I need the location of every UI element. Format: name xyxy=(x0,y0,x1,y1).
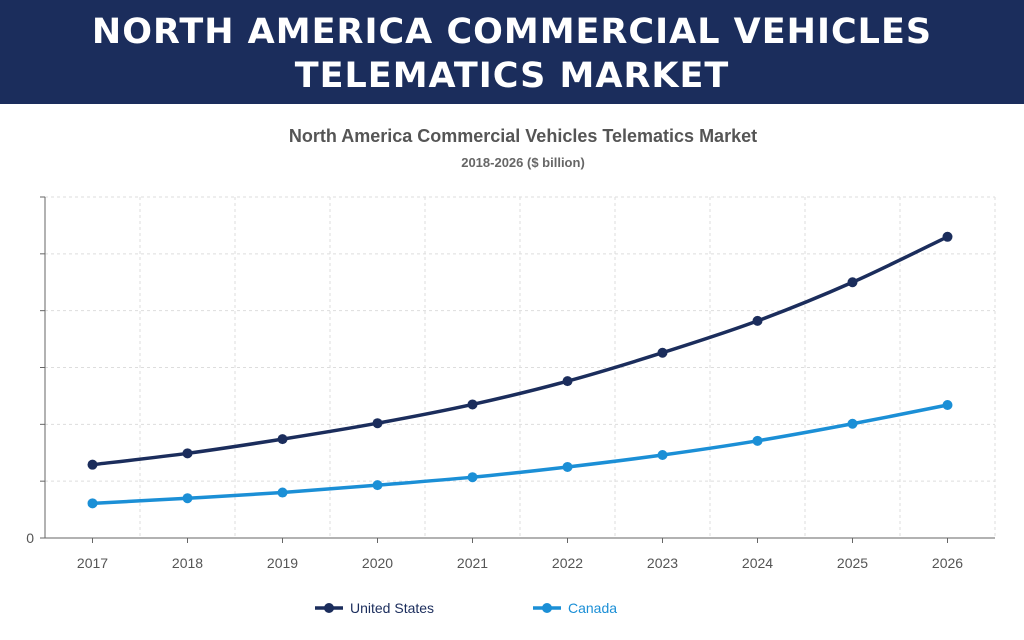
data-point-united-states xyxy=(942,231,953,242)
data-point-united-states xyxy=(372,418,383,429)
data-point-united-states xyxy=(87,459,98,470)
line-chart: North America Commercial Vehicles Telema… xyxy=(26,126,996,616)
x-axis-ticks: 2017 2018 2019 2020 2021 2022 2023 2024 2025 2026 xyxy=(77,538,963,571)
legend-swatch-marker-canada xyxy=(542,603,552,613)
data-point-canada xyxy=(277,487,288,498)
legend-label-canada: Canada xyxy=(568,600,617,616)
data-point-united-states xyxy=(182,448,193,459)
banner-title-line-1: NORTH AMERICA COMMERCIAL VEHICLES xyxy=(91,12,933,52)
data-point-canada xyxy=(562,461,573,472)
x-tick-label: 2018 xyxy=(172,555,203,571)
page-banner: NORTH AMERICA COMMERCIAL VEHICLES TELEMA… xyxy=(0,0,1024,104)
chart-grid xyxy=(45,196,996,538)
series-line-united-states xyxy=(92,235,949,467)
x-tick-label: 2024 xyxy=(742,555,773,571)
x-tick-label: 2023 xyxy=(647,555,678,571)
chart-series xyxy=(87,231,953,509)
data-point-canada xyxy=(657,450,668,461)
legend-label-united-states: United States xyxy=(350,600,434,616)
data-point-canada xyxy=(752,435,763,446)
legend-swatch-marker-united-states xyxy=(324,603,334,613)
data-point-united-states xyxy=(277,434,288,445)
data-point-canada xyxy=(467,472,478,483)
data-point-canada xyxy=(942,400,953,411)
x-tick-label: 2020 xyxy=(362,555,393,571)
data-point-united-states xyxy=(467,399,478,410)
data-point-united-states xyxy=(562,376,573,387)
data-point-united-states xyxy=(752,315,763,326)
banner-title-line-2: TELEMATICS MARKET xyxy=(294,56,730,96)
data-point-canada xyxy=(182,493,193,504)
x-tick-label: 2025 xyxy=(837,555,868,571)
banner-title: NORTH AMERICA COMMERCIAL VEHICLES TELEMA… xyxy=(0,0,1024,98)
data-point-canada xyxy=(847,418,858,429)
x-tick-label: 2021 xyxy=(457,555,488,571)
series-line-canada xyxy=(92,403,948,506)
x-tick-label: 2022 xyxy=(552,555,583,571)
chart-title: North America Commercial Vehicles Telema… xyxy=(289,126,757,146)
x-tick-label: 2026 xyxy=(932,555,963,571)
chart-subtitle: 2018-2026 ($ billion) xyxy=(461,155,585,170)
data-point-united-states xyxy=(847,277,858,288)
x-tick-label: 2019 xyxy=(267,555,298,571)
data-point-united-states xyxy=(657,347,668,358)
y-tick-label-0: 0 xyxy=(26,530,34,546)
chart-axes xyxy=(40,196,995,539)
data-point-canada xyxy=(87,498,98,509)
chart-legend: United States Canada xyxy=(315,600,617,616)
x-tick-label: 2017 xyxy=(77,555,108,571)
data-point-canada xyxy=(372,480,383,491)
